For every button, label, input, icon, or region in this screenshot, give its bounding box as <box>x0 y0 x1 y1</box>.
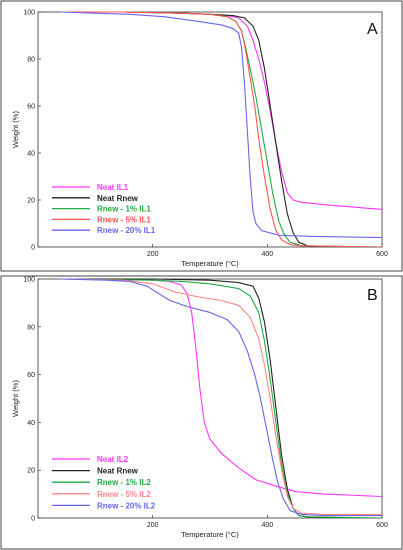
panel-a: 0 20 40 60 80 100 200 400 600 Temperature (°C) Wei… <box>0 0 403 272</box>
x-tick-label: 600 <box>376 251 388 258</box>
legend-entry: Neat Rnew <box>97 467 139 476</box>
y-tick-label: 60 <box>27 104 35 111</box>
y-tick-label: 80 <box>27 57 35 64</box>
series-line-4 <box>60 11 382 247</box>
legend-entry: Neat Rnew <box>97 194 139 203</box>
y-tick-label: 20 <box>27 468 35 475</box>
y-tick-label: 60 <box>27 372 35 379</box>
legend-entry: Neat IL2 <box>97 455 129 464</box>
legend: Neat IL2 Neat Rnew Rnew - 1% IL2 Rnew - 5% … <box>52 455 156 510</box>
y-tick-label: 80 <box>27 324 35 331</box>
legend-entry: Rnew - 5% IL2 <box>97 490 151 499</box>
panel-b: 0 20 40 60 80 100 200 400 600 Temperature (°C) Wei… <box>0 275 403 550</box>
panel-label: A <box>367 21 378 38</box>
y-tick-label: 20 <box>27 198 35 205</box>
y-tick-label: 0 <box>31 245 35 252</box>
x-tick-label: 600 <box>376 522 388 529</box>
legend-entry: Rnew - 1% IL2 <box>97 478 151 487</box>
series-group <box>60 278 382 518</box>
x-axis-label: Temperature (°C) <box>181 530 239 539</box>
plot-area <box>37 11 383 248</box>
series-group <box>60 11 382 247</box>
y-axis-label: Weight (%) <box>11 111 20 148</box>
series-line-5 <box>60 278 382 517</box>
series-line-3 <box>60 278 382 518</box>
y-tick-label: 40 <box>27 151 35 158</box>
panel-frame <box>0 275 403 550</box>
series-line-5 <box>60 11 382 239</box>
x-tick-label: 400 <box>261 522 273 529</box>
x-tick-label: 200 <box>147 522 159 529</box>
panel-frame <box>0 0 403 272</box>
panel-label: B <box>367 287 378 304</box>
y-tick-label: 0 <box>31 516 35 523</box>
legend-entry: Rnew - 20% IL2 <box>97 501 156 510</box>
y-axis-label: Weight (%) <box>11 380 20 417</box>
x-axis-label: Temperature (°C) <box>181 259 239 268</box>
y-tick-label: 40 <box>27 420 35 427</box>
legend-entry: Rnew - 1% IL1 <box>97 205 151 214</box>
y-tick-label: 100 <box>23 277 35 284</box>
legend-entry: Rnew - 20% IL1 <box>97 226 156 235</box>
legend-entry: Rnew - 5% IL1 <box>97 215 151 224</box>
plot-area <box>37 278 383 519</box>
series-line-4 <box>60 278 382 515</box>
x-tick-label: 200 <box>147 251 159 258</box>
y-tick-label: 100 <box>23 10 35 17</box>
x-tick-label: 400 <box>261 251 273 258</box>
legend-entry: Neat IL1 <box>97 183 129 192</box>
